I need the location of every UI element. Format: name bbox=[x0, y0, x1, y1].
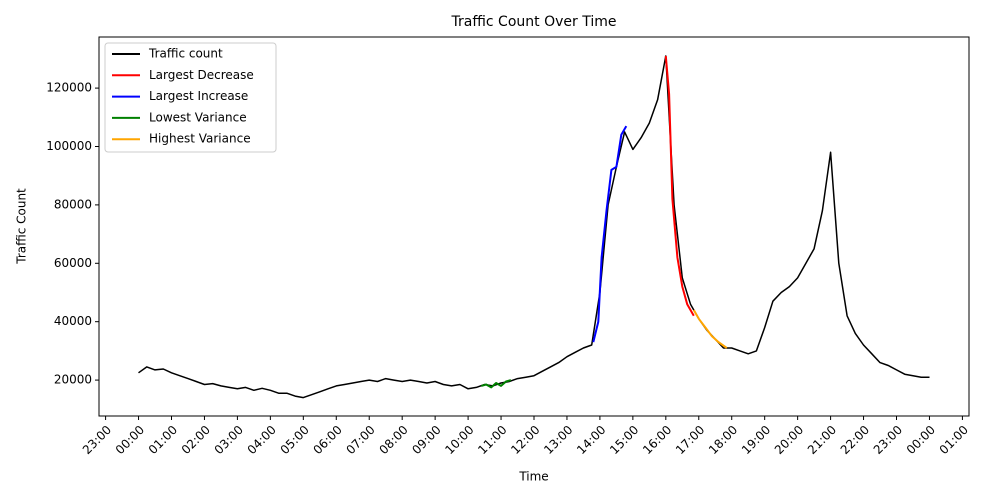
series-line bbox=[481, 379, 512, 389]
y-tick-label: 80000 bbox=[54, 197, 92, 211]
plot-frame bbox=[98, 36, 970, 417]
y-tick-label: 100000 bbox=[46, 139, 92, 153]
x-tick-label: 22:00 bbox=[838, 423, 872, 457]
x-tick-label: 23:00 bbox=[871, 423, 905, 457]
x-tick-label: 13:00 bbox=[541, 423, 575, 457]
y-tick-label: 60000 bbox=[54, 256, 92, 270]
x-axis-label: Time bbox=[518, 470, 548, 484]
legend-label: Largest Increase bbox=[149, 89, 248, 103]
legend-label: Largest Decrease bbox=[149, 68, 254, 82]
x-tick-label: 01:00 bbox=[146, 423, 180, 457]
x-tick-label: 19:00 bbox=[739, 423, 773, 457]
series-line bbox=[138, 55, 930, 399]
y-tick-label: 40000 bbox=[54, 314, 92, 328]
legend-label: Highest Variance bbox=[149, 132, 251, 146]
x-tick-label: 05:00 bbox=[278, 423, 312, 457]
x-tick-label: 07:00 bbox=[343, 423, 377, 457]
legend-box bbox=[104, 42, 277, 153]
y-tick-label: 120000 bbox=[46, 81, 92, 95]
x-tick-label: 09:00 bbox=[409, 423, 443, 457]
legend-label: Lowest Variance bbox=[149, 110, 247, 124]
x-tick-label: 10:00 bbox=[442, 423, 476, 457]
x-tick-label: 14:00 bbox=[574, 423, 608, 457]
x-tick-label: 04:00 bbox=[245, 423, 279, 457]
x-tick-label: 18:00 bbox=[706, 423, 740, 457]
x-tick-label: 12:00 bbox=[508, 423, 542, 457]
x-tick-label: 08:00 bbox=[376, 423, 410, 457]
series-line bbox=[664, 55, 695, 317]
x-tick-label: 21:00 bbox=[805, 423, 839, 457]
x-tick-label: 06:00 bbox=[311, 423, 345, 457]
legend-label: Traffic count bbox=[148, 47, 223, 61]
x-tick-label: 03:00 bbox=[212, 423, 246, 457]
legend: Traffic count Largest Decrease Largest Inc… bbox=[104, 42, 277, 153]
y-tick-label: 20000 bbox=[54, 373, 92, 387]
x-tick-label: 15:00 bbox=[607, 423, 641, 457]
series-line bbox=[692, 309, 728, 349]
x-tick-label: 16:00 bbox=[640, 423, 674, 457]
x-tick-label: 23:00 bbox=[80, 423, 114, 457]
x-tick-label: 02:00 bbox=[179, 423, 213, 457]
chart-title: Traffic Count Over Time bbox=[451, 14, 617, 30]
x-tick-label: 17:00 bbox=[673, 423, 707, 457]
series-line bbox=[592, 125, 628, 343]
x-tick-label: 00:00 bbox=[904, 423, 938, 457]
y-axis-label: Traffic Count bbox=[15, 188, 29, 265]
x-tick-label: 11:00 bbox=[475, 423, 509, 457]
x-tick-label: 00:00 bbox=[113, 423, 147, 457]
x-tick-label: 20:00 bbox=[772, 423, 806, 457]
x-tick-label: 01:00 bbox=[937, 423, 971, 457]
